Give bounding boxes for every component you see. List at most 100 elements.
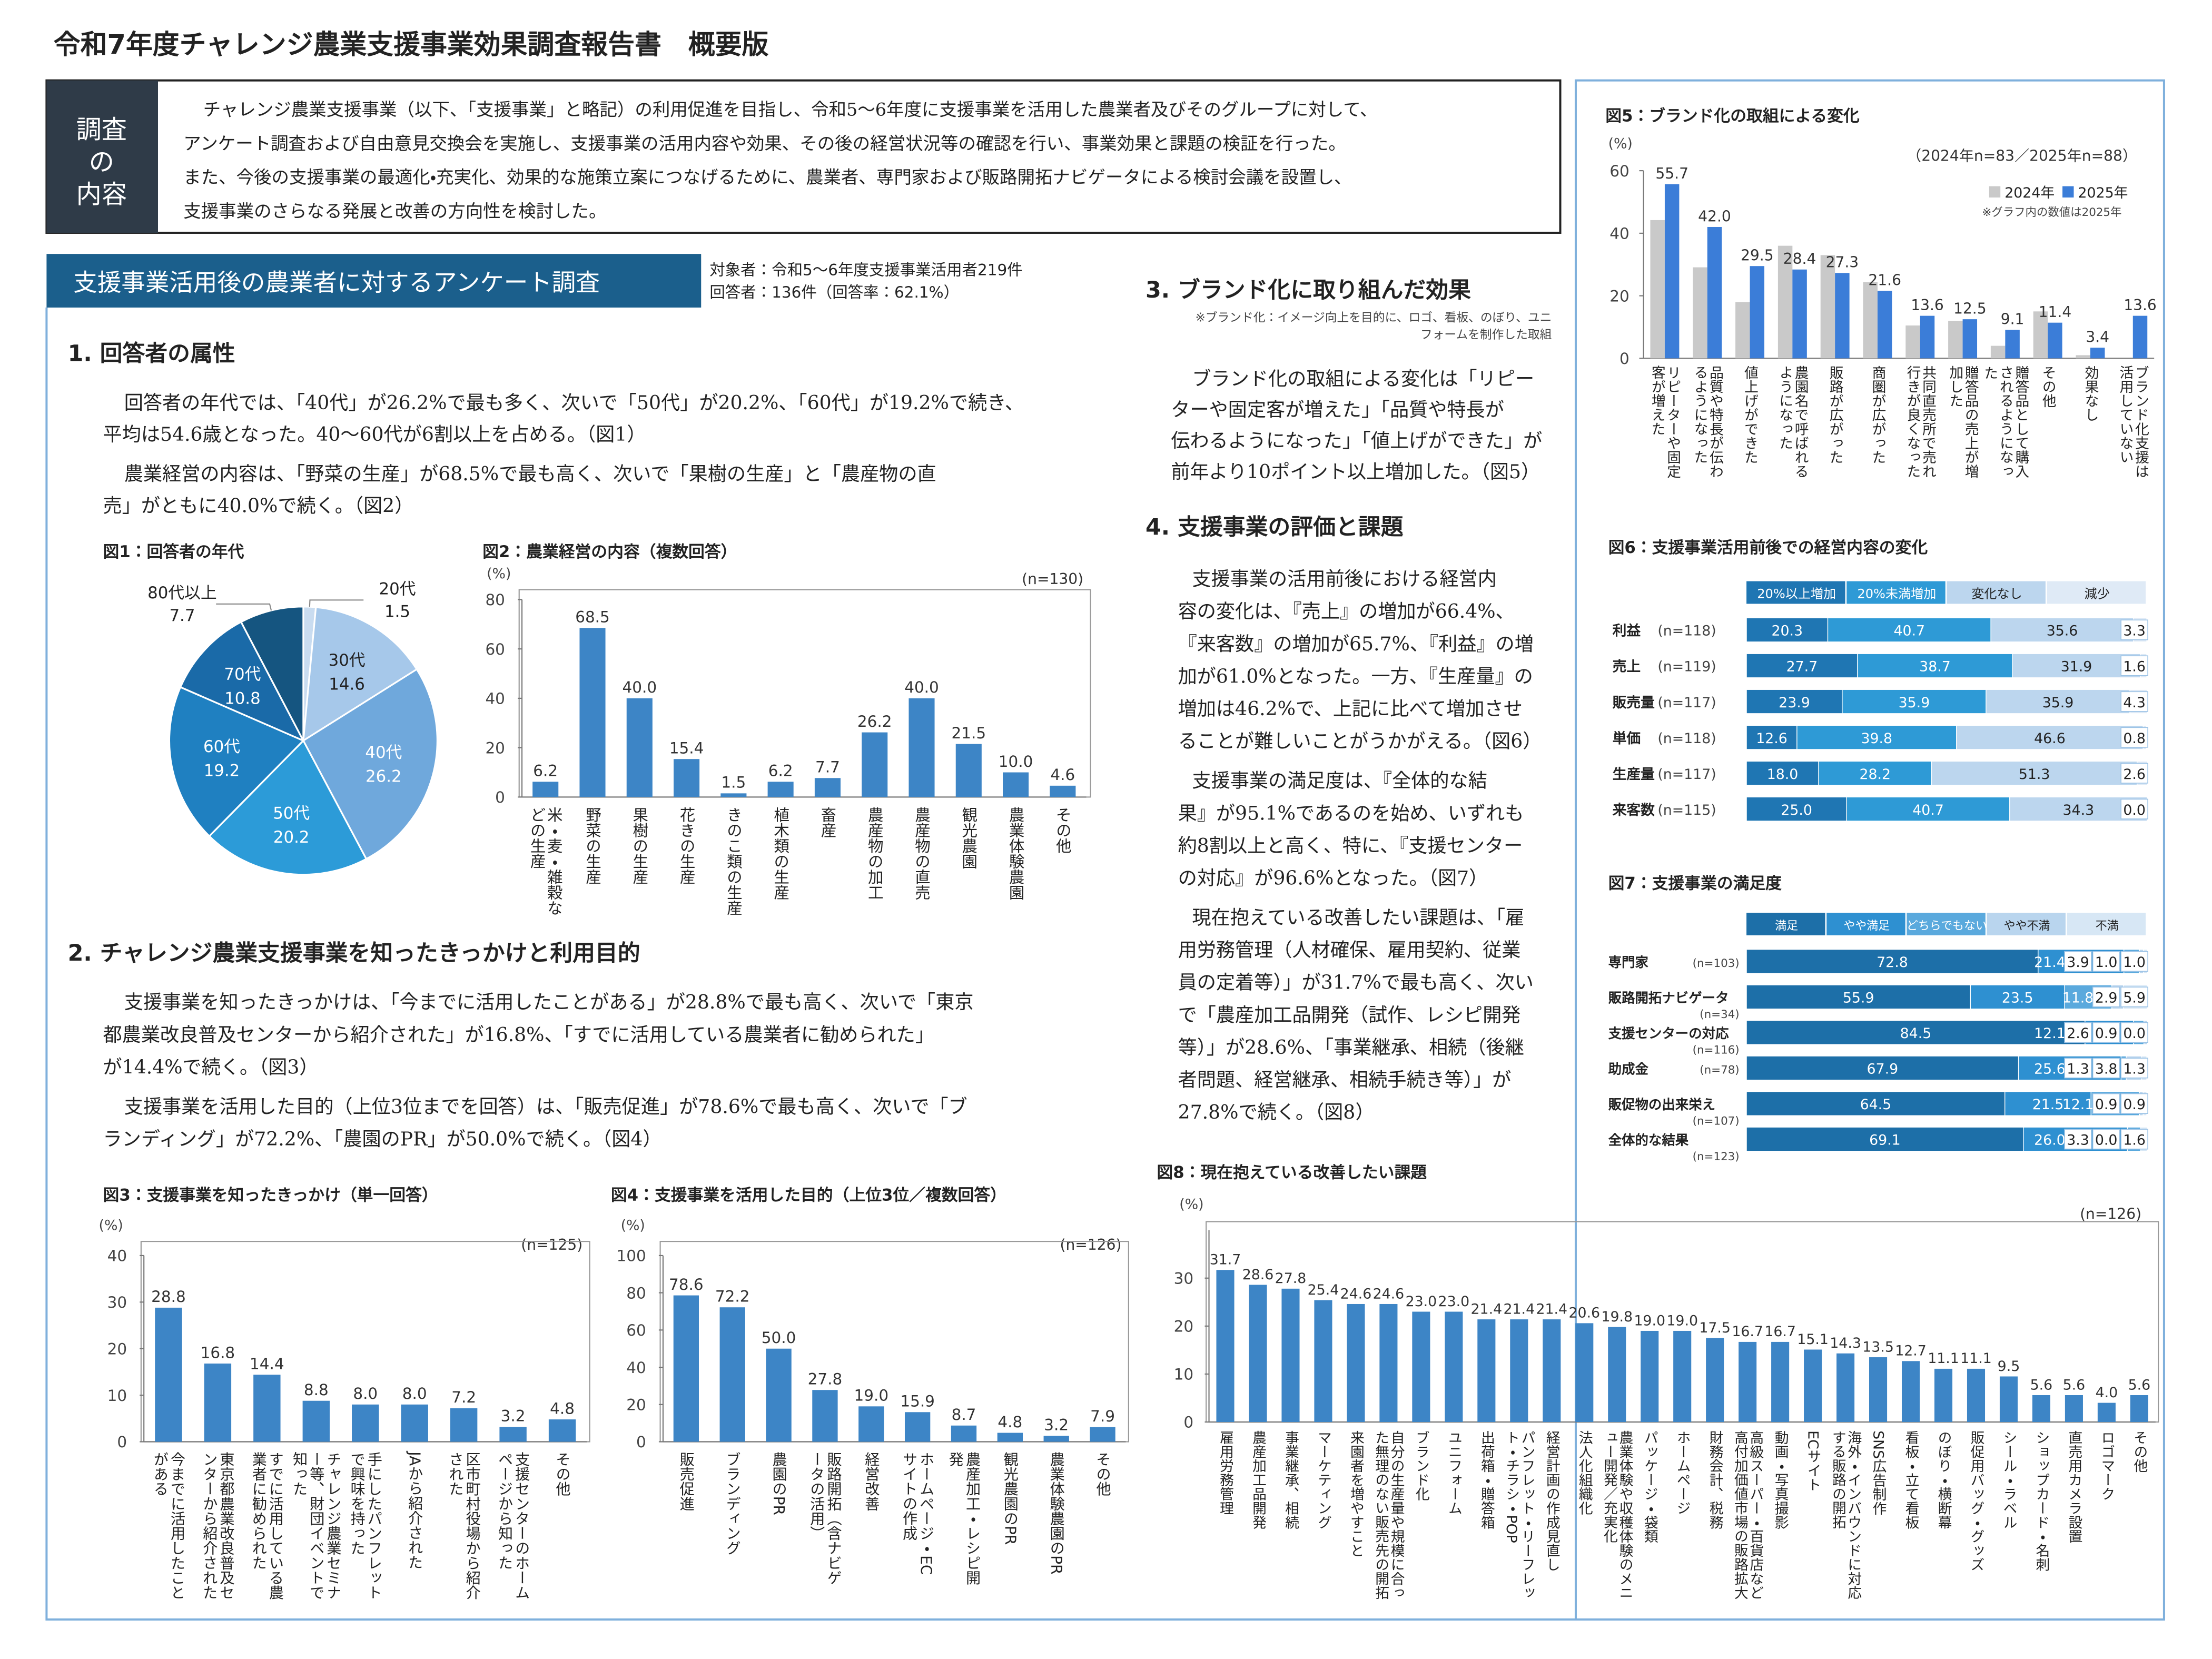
survey-border <box>45 307 1576 1621</box>
y-tick-label: 30 <box>1174 1270 1193 1288</box>
y-tick-label: 0 <box>1183 1414 1193 1431</box>
y-tick-label: 20 <box>626 1396 646 1414</box>
bar <box>532 782 559 797</box>
value-label: 15.4 <box>669 739 704 757</box>
bar <box>2090 348 2105 359</box>
category-label: きのこ類の生産 <box>725 807 743 916</box>
value-label: 84.5 <box>1900 1025 1932 1042</box>
label-box <box>2092 1093 2120 1114</box>
bar <box>1575 1323 1594 1422</box>
bar <box>814 778 841 797</box>
value-label: 19.0 <box>1634 1312 1665 1329</box>
pie-slice <box>208 739 368 876</box>
bar <box>1777 245 1793 359</box>
category-label: 看板・立て看板 <box>1903 1430 1919 1529</box>
value-label: 9.5 <box>1998 1358 2020 1375</box>
bar <box>1445 1311 1463 1422</box>
category-label: 畜産 <box>818 807 836 838</box>
bar <box>858 1406 884 1442</box>
value-label: 28.8 <box>151 1288 186 1306</box>
y-tick-label: 30 <box>107 1293 127 1311</box>
category-label: 支援センターのホームページから知った <box>496 1451 530 1599</box>
pie-value: 10.8 <box>224 689 261 708</box>
y-tick-label: 20 <box>1609 287 1629 305</box>
value-label: 5.9 <box>2123 990 2146 1006</box>
bar <box>1314 1300 1332 1422</box>
survey-target: 対象者：令和5～6年度支援事業活用者219件 <box>709 261 1022 279</box>
value-label: 35.9 <box>1899 695 1930 711</box>
intro-text: アンケート調査および自由意見交換会を実施し、支援事業の活用内容や効果、その後の経… <box>183 133 1346 154</box>
value-label: 16.7 <box>1764 1324 1796 1340</box>
value-label: 25.0 <box>1781 802 1812 818</box>
bar <box>2005 330 2020 359</box>
n-label: (n=130) <box>1022 570 1083 588</box>
category-label: 商圏が広がった <box>1869 365 1885 464</box>
category-label: 農産物の加工 <box>866 807 884 900</box>
y-tick-label: 10 <box>107 1387 127 1405</box>
intro-label: 調査 <box>76 115 127 145</box>
bar-segment <box>1746 1055 2019 1081</box>
paragraph-line: 加が61.0%となった。一方、『生産量』の <box>1178 665 1533 687</box>
value-label: 64.5 <box>1860 1097 1892 1113</box>
paragraph-line: 支援事業を知ったきっかけは、「今までに活用したことがある」が28.8%で最も高く… <box>124 991 974 1013</box>
category-label: 品質や特長が伝わるようになった <box>1692 366 1724 478</box>
value-label: 21.5 <box>951 724 986 742</box>
bar <box>766 1348 792 1442</box>
bar <box>1706 1338 1724 1422</box>
category-label: 農産加工・レシピ開発 <box>946 1451 981 1585</box>
category-label: 経営計画の作成見直し <box>1544 1430 1560 1572</box>
category-label: 売上 <box>1613 659 1641 675</box>
intro-text: 支援事業のさらなる発展と改善の方向性を検討した。 <box>183 201 606 222</box>
category-label: のぼり・横断幕 <box>1935 1430 1952 1529</box>
label-box <box>2120 986 2148 1008</box>
category-label: ECサイト <box>1805 1430 1821 1492</box>
paragraph-line: 等）」が28.6%、「事業継承、相続（後継 <box>1178 1036 1524 1059</box>
y-tick-label: 0 <box>495 788 505 806</box>
value-label: 26.0 <box>2034 1132 2066 1149</box>
n-label: (n=115) <box>1657 802 1716 818</box>
value-label: 3.9 <box>2067 954 2089 971</box>
value-label: 12.1 <box>2034 1025 2066 1042</box>
label-box <box>2092 951 2120 972</box>
n-label: (n=126) <box>1060 1236 1121 1253</box>
label-box <box>2120 691 2148 712</box>
value-label: 11.8 <box>2062 990 2094 1006</box>
category-label: その他 <box>1094 1451 1111 1496</box>
unit-label: (%) <box>99 1218 123 1234</box>
chart-title: 図3：支援事業を知ったきっかけ（単一回答） <box>103 1186 438 1204</box>
value-label: 2.6 <box>2123 766 2146 783</box>
category-label: リピーターや固定客が増えた <box>1649 365 1681 478</box>
paragraph-line: 平均は54.6歳となった。40～60代が6割以上を占める。（図1） <box>103 423 646 446</box>
category-label: 観光農園 <box>960 807 977 869</box>
chart-title: 図7：支援事業の満足度 <box>1608 874 1782 893</box>
chart-title: 図1：回答者の年代 <box>103 542 244 561</box>
value-label: 28.4 <box>1783 250 1816 268</box>
n-label: (n=117) <box>1657 695 1716 711</box>
bar <box>1750 266 1765 359</box>
bar <box>1920 315 1935 359</box>
paragraph-line: 売」がともに40.0%で続く。（図2） <box>103 494 414 517</box>
bar <box>1510 1319 1528 1422</box>
unit-label: (%) <box>1608 135 1633 152</box>
category-label: 東京都農業改良普及センターから紹介された <box>201 1451 235 1599</box>
bar <box>862 732 888 797</box>
legend-box <box>1846 581 1946 604</box>
legend-label: どちらでもない <box>1907 920 1987 933</box>
category-label: 販路開拓（含ナビゲータの活用） <box>808 1451 842 1585</box>
legend-label: 不満 <box>2096 920 2119 933</box>
paragraph-line: 支援事業を活用した目的（上位3位までを回答）は、「販売促進」が78.6%で最も高… <box>124 1095 967 1118</box>
value-label: 11.1 <box>1960 1350 1992 1367</box>
bar <box>1905 325 1920 359</box>
bar <box>1962 319 1978 359</box>
bar <box>1934 1368 1953 1422</box>
label-box <box>2064 1058 2092 1079</box>
value-label: 20.6 <box>1568 1305 1600 1321</box>
value-label: 2.6 <box>2067 1025 2089 1042</box>
category-label: 値上げができた <box>1742 365 1758 464</box>
bar <box>1043 1436 1069 1442</box>
legend-box <box>2047 581 2146 604</box>
pie-value: 1.5 <box>384 603 410 621</box>
bar <box>450 1408 478 1442</box>
value-label: 16.8 <box>201 1344 235 1361</box>
pie-label: 50代 <box>273 804 310 823</box>
